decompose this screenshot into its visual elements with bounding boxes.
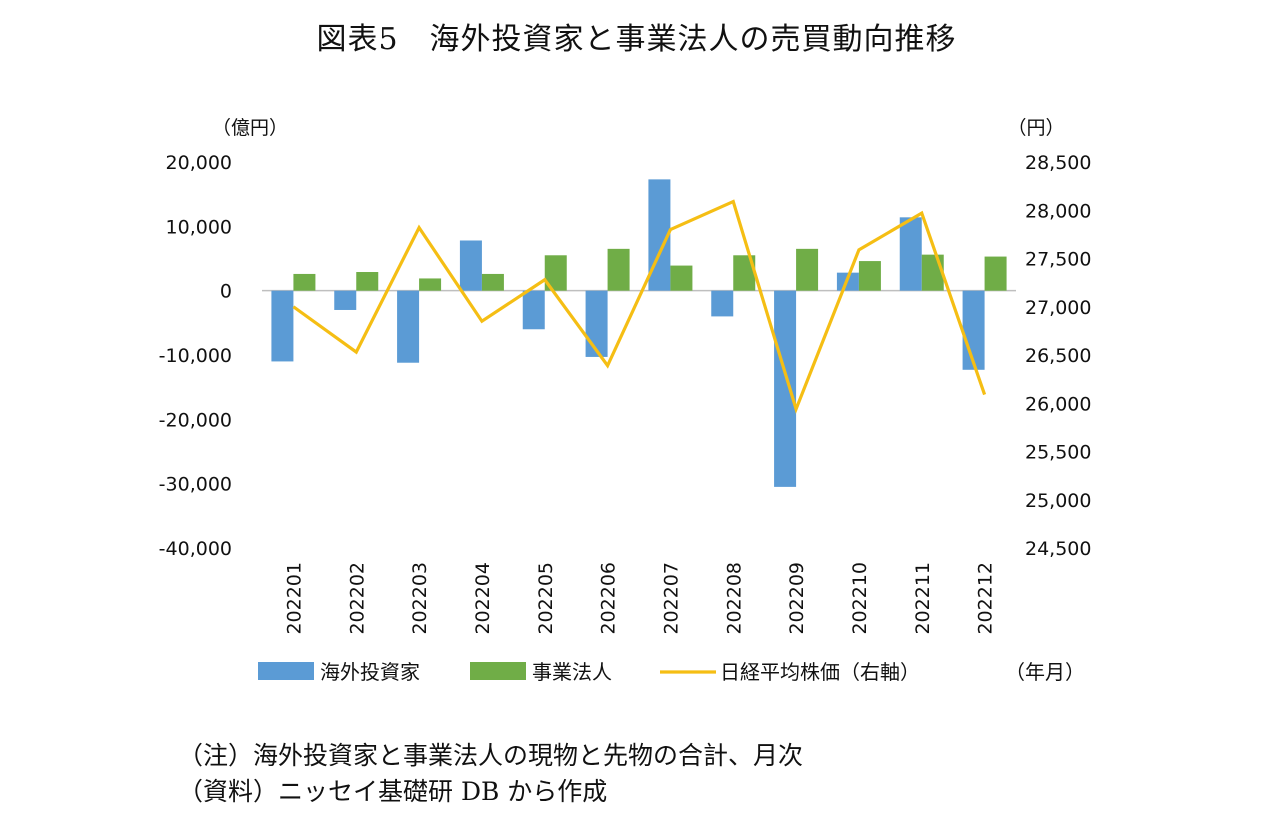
right-tick-label: 28,500 — [1025, 152, 1091, 174]
left-tick-label: -20,000 — [159, 409, 232, 431]
bar-corporations — [921, 254, 944, 291]
bar-foreign-investors — [334, 290, 357, 310]
right-tick-label: 25,000 — [1025, 490, 1091, 512]
legend-swatch-foreign — [258, 662, 314, 680]
chart: （億円） （円） 20,000 10,000 0 -10,000 -20,000 -30,00… — [159, 117, 1092, 684]
left-tick-label: -30,000 — [159, 474, 232, 496]
bar-corporations — [481, 273, 504, 291]
bar-corporations — [984, 256, 1007, 291]
chart-note: （注）海外投資家と事業法人の現物と先物の合計、月次 — [178, 741, 804, 770]
left-tick-label: -10,000 — [159, 345, 232, 367]
x-tick-label: 202207 — [660, 562, 682, 635]
legend-label-foreign: 海外投資家 — [320, 660, 420, 684]
left-tick-label: 10,000 — [166, 216, 232, 238]
right-tick-label: 24,500 — [1025, 538, 1091, 560]
legend-swatch-corporate — [470, 662, 526, 680]
x-tick-label: 202212 — [975, 562, 997, 635]
left-axis-label: （億円） — [212, 117, 288, 139]
legend-label-corporate: 事業法人 — [532, 660, 612, 684]
x-tick-label: 202211 — [912, 562, 934, 635]
bar-corporations — [419, 278, 442, 291]
x-tick-label: 202210 — [849, 562, 871, 635]
right-tick-label: 27,000 — [1025, 297, 1091, 319]
bar-corporations — [733, 255, 756, 291]
bar-foreign-investors — [271, 290, 294, 362]
x-tick-label: 202202 — [346, 562, 368, 635]
plot-area: （億円） （円） 20,000 10,000 0 -10,000 -20,000 -30,00… — [159, 117, 1092, 684]
x-tick-label: 202209 — [786, 562, 808, 635]
left-tick-label: -40,000 — [159, 538, 232, 560]
bar-corporations — [607, 248, 630, 291]
x-tick-label: 202204 — [472, 562, 494, 635]
chart-source: （資料）ニッセイ基礎研 DB から作成 — [178, 777, 608, 806]
right-tick-label: 28,000 — [1025, 200, 1091, 222]
x-tick-label: 202201 — [283, 562, 305, 635]
right-tick-label: 26,500 — [1025, 345, 1091, 367]
bar-foreign-investors — [522, 290, 545, 330]
x-tick-label: 202206 — [598, 562, 620, 635]
x-tick-label: 202205 — [535, 562, 557, 635]
left-tick-label: 20,000 — [166, 152, 232, 174]
bar-corporations — [544, 255, 567, 291]
line-nikkei-average — [292, 199, 987, 414]
bar-foreign-investors — [397, 290, 420, 363]
legend-label-nikkei: 日経平均株価（右軸） — [720, 660, 920, 684]
right-tick-label: 27,500 — [1025, 249, 1091, 271]
x-axis-label: （年月） — [1005, 660, 1085, 684]
bar-corporations — [356, 272, 379, 291]
bar-foreign-investors — [711, 290, 734, 317]
left-tick-label: 0 — [220, 281, 232, 303]
bar-foreign-investors — [899, 217, 922, 291]
bar-corporations — [670, 265, 693, 291]
bar-foreign-investors — [459, 240, 482, 291]
bar-foreign-investors — [774, 290, 797, 487]
chart-title: 図表5 海外投資家と事業法人の売買動向推移 — [316, 22, 957, 57]
bar-corporations — [858, 261, 881, 291]
right-tick-label: 25,500 — [1025, 442, 1091, 464]
right-axis-label: （円） — [1007, 117, 1064, 139]
bar-corporations — [293, 273, 316, 291]
right-tick-label: 26,000 — [1025, 393, 1091, 415]
x-tick-label: 202203 — [409, 562, 431, 635]
bar-foreign-investors — [585, 290, 608, 357]
bar-corporations — [796, 248, 819, 291]
x-tick-label: 202208 — [723, 562, 745, 635]
